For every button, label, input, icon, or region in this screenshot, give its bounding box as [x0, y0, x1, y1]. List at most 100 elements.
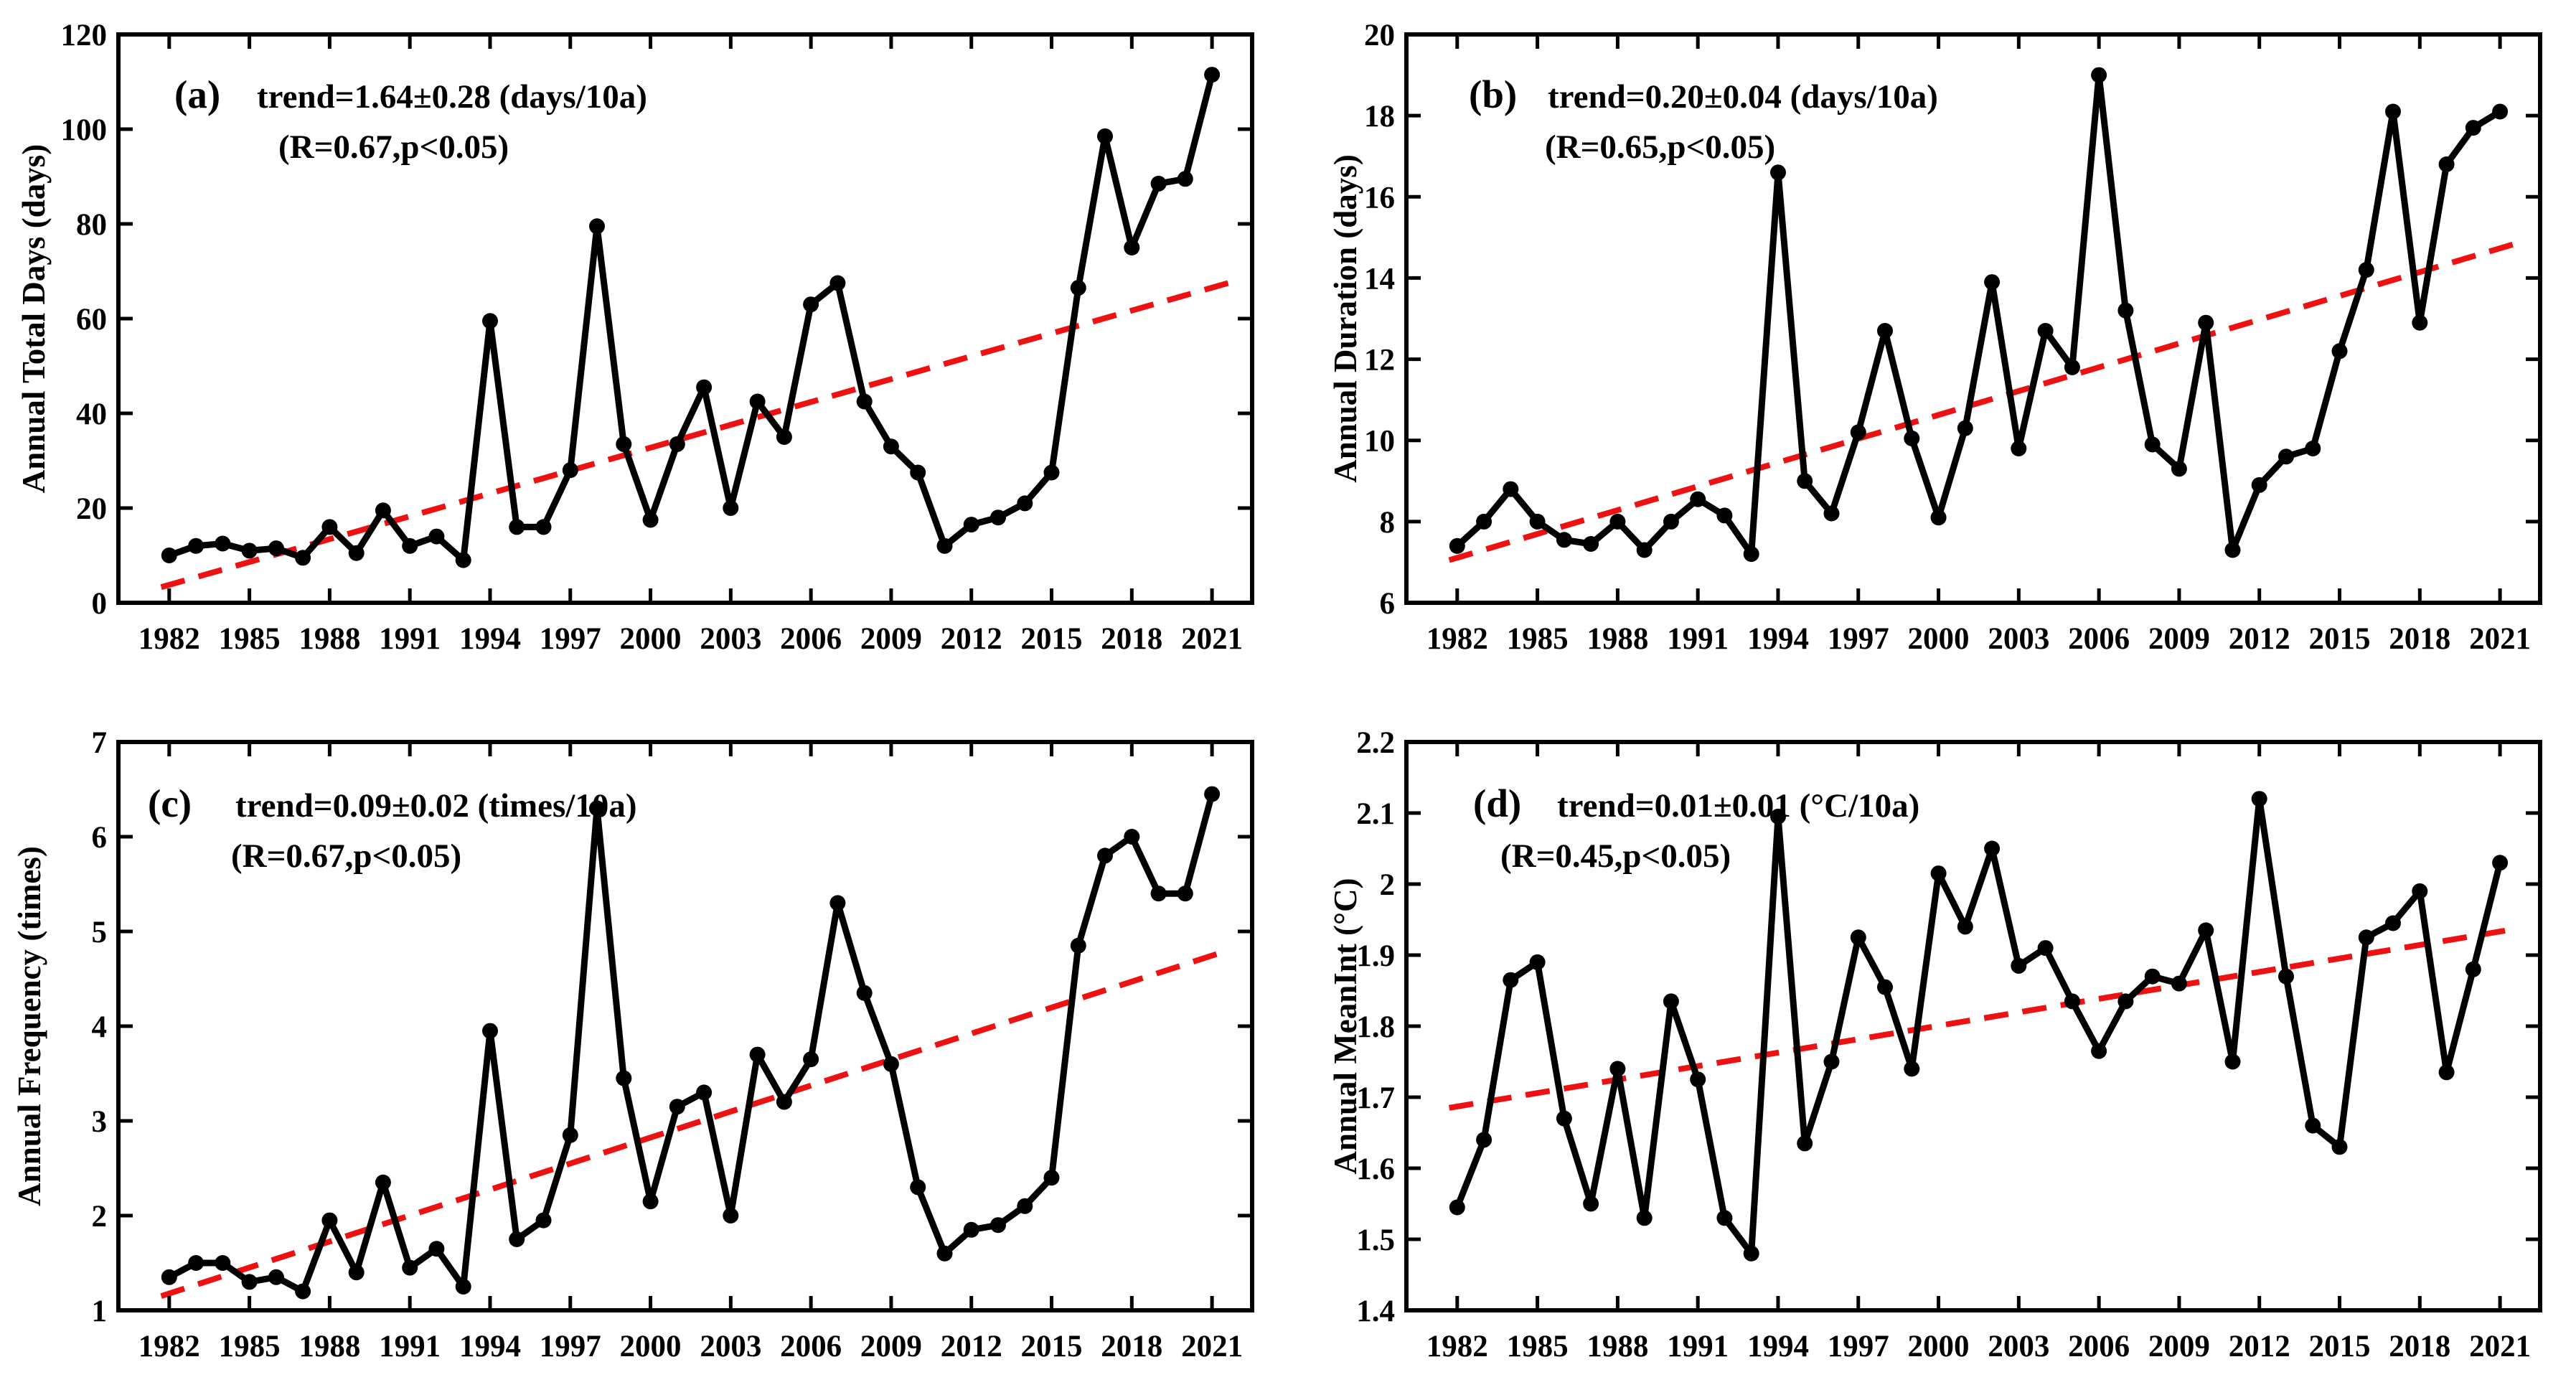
data-point [1877, 323, 1893, 339]
panel-d-chart: 1982 1985 1988 1991 1994 1997 2000 2003 2006 2009… [1327, 726, 2542, 1363]
y-tick-label: 1.7 [1356, 1081, 1395, 1115]
data-point [963, 1221, 979, 1238]
data-point [696, 379, 713, 395]
data-point [1583, 536, 1599, 552]
x-tick-label: 2018 [1101, 1330, 1162, 1363]
y-tick-label: 8 [1380, 506, 1396, 540]
data-point [1770, 164, 1786, 181]
data-point [2305, 441, 2321, 456]
data-point [2465, 120, 2481, 136]
data-point [1097, 847, 1113, 864]
panel-letter: (a) [174, 72, 220, 116]
data-point [161, 548, 177, 563]
data-point [1177, 171, 1193, 187]
data-line [1454, 72, 2504, 558]
data-point [1743, 1245, 1759, 1262]
data-point [215, 1255, 231, 1271]
y-tick-label: 14 [1364, 262, 1395, 296]
x-tick-label: 1997 [1828, 1330, 1889, 1363]
y-tick-label: 0 [92, 587, 108, 621]
data-point [1984, 274, 2001, 291]
data-point [2331, 343, 2348, 360]
trend-annotation: trend=1.64±0.28 (days/10a) [257, 78, 647, 116]
data-point [1984, 840, 2001, 857]
y-tick-label: 2 [1380, 868, 1396, 902]
data-point [188, 1255, 205, 1271]
data-point [669, 1099, 685, 1115]
y-tick-label: 20 [1364, 19, 1395, 52]
data-point [1770, 808, 1786, 825]
data-point [2064, 359, 2080, 375]
data-point [1177, 886, 1193, 902]
data-point [2171, 461, 2187, 477]
stats-annotation: (R=0.67,p<0.05) [231, 837, 461, 875]
data-point [829, 895, 846, 911]
x-tick-label: 1982 [138, 622, 200, 656]
data-point [2305, 1117, 2321, 1134]
data-point [616, 436, 632, 452]
data-point [2385, 103, 2401, 120]
x-tick-label: 2012 [2229, 1330, 2290, 1363]
y-tick-label: 2.1 [1356, 797, 1395, 831]
data-point [295, 1283, 311, 1300]
x-tick-label: 2018 [1101, 622, 1162, 656]
data-point [1043, 1170, 1060, 1186]
data-point [295, 550, 311, 566]
data-point [883, 1056, 899, 1072]
trend-line [160, 947, 1229, 1300]
trend-line [160, 280, 1229, 591]
data-point [1930, 865, 1947, 882]
data-point [776, 429, 792, 445]
data-point [936, 1245, 953, 1262]
data-point [562, 462, 578, 479]
data-point [1503, 481, 1519, 497]
data-point [1070, 280, 1086, 296]
data-point [2171, 975, 2187, 992]
data-point [2011, 957, 2027, 974]
data-point [589, 800, 605, 817]
data-point [990, 509, 1006, 526]
data-point [910, 1179, 926, 1196]
data-point [1556, 532, 1572, 548]
data-point [321, 519, 338, 535]
data-point [856, 393, 873, 410]
data-point [803, 296, 819, 313]
data-point [1957, 919, 1973, 935]
data-point [2412, 883, 2428, 899]
x-tick-label: 2000 [620, 1330, 682, 1363]
y-tick-label: 2 [92, 1200, 108, 1234]
data-point [1124, 240, 1140, 255]
data-point [509, 519, 525, 535]
data-point [1529, 513, 1546, 530]
data-point [2091, 1043, 2107, 1059]
x-tick-label: 2000 [620, 622, 682, 656]
data-point [723, 1208, 739, 1223]
data-point [1583, 1196, 1599, 1212]
data-point [2492, 855, 2509, 871]
x-tick-label: 1982 [1426, 622, 1488, 656]
data-point [1877, 979, 1893, 995]
y-tick-label: 6 [1380, 587, 1396, 621]
data-point [1636, 542, 1653, 558]
data-point [669, 436, 685, 452]
data-point [1449, 1199, 1465, 1216]
data-point [1850, 929, 1866, 946]
trend-line [1448, 240, 2517, 563]
data-point [348, 545, 365, 561]
x-tick-label: 2003 [700, 622, 761, 656]
y-tick-label: 1 [92, 1295, 108, 1328]
y-tick-label: 6 [92, 821, 108, 855]
data-point [482, 1023, 498, 1039]
x-tick-label: 2018 [2389, 622, 2450, 656]
y-tick-label: 2.2 [1356, 726, 1395, 760]
y-tick-label: 5 [92, 916, 108, 949]
data-point [2224, 542, 2241, 558]
x-tick-label: 2021 [2469, 622, 2531, 656]
x-tick-label: 2006 [780, 622, 842, 656]
data-point [1097, 128, 1113, 144]
data-point [1529, 954, 1546, 970]
data-point [990, 1217, 1006, 1234]
x-tick-label: 1991 [379, 1330, 441, 1363]
data-point [1636, 1210, 1653, 1226]
data-point [2064, 993, 2080, 1010]
